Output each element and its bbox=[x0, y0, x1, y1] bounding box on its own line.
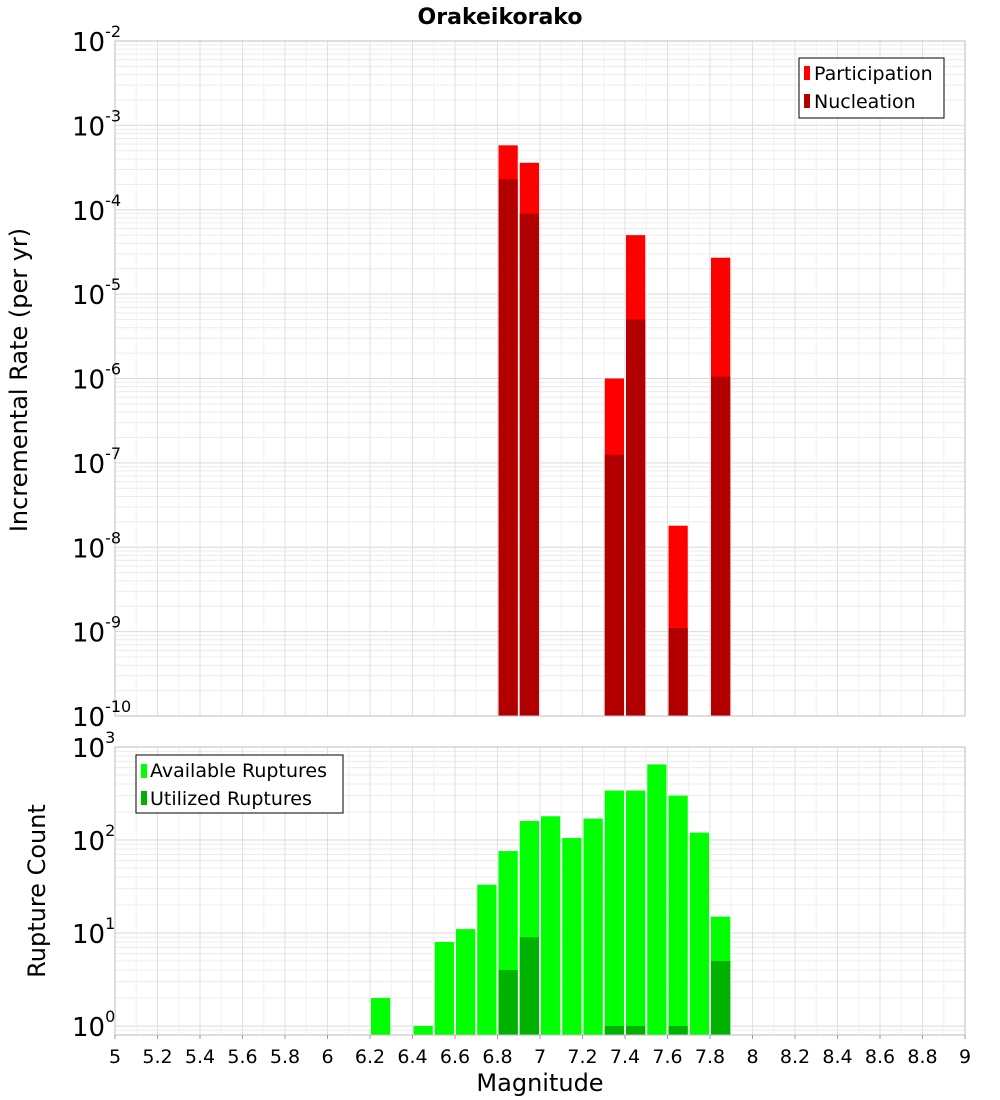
rate-y-axis-label: Incremental Rate (per yr) bbox=[5, 228, 33, 532]
bar-nucleation bbox=[498, 179, 518, 716]
bar-utilized bbox=[498, 969, 518, 1035]
bar-nucleation bbox=[604, 454, 624, 716]
count-y-ticks: 103 102 101 100 bbox=[72, 728, 115, 1043]
bar-available bbox=[562, 838, 582, 1035]
x-tick-label: 7.2 bbox=[567, 1046, 597, 1068]
x-tick-label: 5.6 bbox=[227, 1046, 257, 1068]
count-grid bbox=[114, 747, 966, 1036]
count-y-axis-label: Rupture Count bbox=[23, 804, 51, 978]
bar-available bbox=[456, 929, 476, 1035]
rate-y-tick-label: 10-6 bbox=[72, 360, 121, 396]
x-tick-label: 6 bbox=[321, 1046, 333, 1068]
x-axis-label: Magnitude bbox=[476, 1069, 603, 1097]
rate-grid bbox=[114, 41, 966, 717]
x-tick-label: 6.2 bbox=[355, 1046, 385, 1068]
bar-available bbox=[583, 818, 603, 1035]
x-tick-label: 8.6 bbox=[865, 1046, 895, 1068]
rate-y-tick-label: 10-9 bbox=[72, 613, 121, 649]
legend-label-participation: Participation bbox=[814, 63, 933, 85]
chart-title: Orakeikorako bbox=[418, 5, 583, 30]
count-y-tick-label: 100 bbox=[72, 1007, 115, 1043]
count-y-tick-label: 101 bbox=[72, 914, 115, 950]
legend-swatch-nucleation bbox=[804, 94, 810, 108]
bar-available bbox=[668, 795, 688, 1035]
x-ticks: 5 5.2 5.4 5.6 5.8 6 6.2 6.4 6.6 6.8 7 7.2 7.4 7.6 7.8 8… bbox=[109, 1035, 971, 1068]
x-tick-label: 8 bbox=[746, 1046, 758, 1068]
legend-label-available: Available Ruptures bbox=[150, 760, 327, 782]
x-tick-label: 5 bbox=[109, 1046, 121, 1068]
x-tick-label: 7.6 bbox=[652, 1046, 682, 1068]
count-y-tick-label: 102 bbox=[72, 821, 115, 857]
bar-available bbox=[604, 790, 624, 1035]
rate-plot-border bbox=[114, 40, 966, 717]
count-legend: Available Ruptures Utilized Ruptures bbox=[135, 754, 344, 814]
x-tick-label: 5.2 bbox=[142, 1046, 172, 1068]
rate-y-tick-label: 10-4 bbox=[72, 191, 121, 227]
rate-y-tick-label: 10-3 bbox=[72, 106, 121, 142]
x-tick-label: 8.8 bbox=[907, 1046, 937, 1068]
x-tick-label: 7 bbox=[534, 1046, 546, 1068]
legend-swatch-available bbox=[141, 764, 147, 778]
count-panel: 103 102 101 100 5 5.2 5.4 5.6 5.8 6 6.2 6.4 6.6 6.8 7… bbox=[23, 728, 971, 1097]
bar-available bbox=[413, 1025, 433, 1035]
rate-legend: Participation Nucleation bbox=[798, 57, 945, 119]
bar-available bbox=[477, 884, 497, 1035]
count-bars bbox=[371, 764, 731, 1035]
bar-nucleation bbox=[626, 319, 646, 716]
x-tick-label: 8.2 bbox=[780, 1046, 810, 1068]
bar-nucleation bbox=[711, 376, 731, 716]
legend-label-nucleation: Nucleation bbox=[814, 91, 916, 113]
x-tick-label: 9 bbox=[959, 1046, 971, 1068]
x-tick-label: 7.4 bbox=[610, 1046, 640, 1068]
bar-available bbox=[647, 764, 667, 1035]
bar-available bbox=[689, 832, 709, 1035]
bar-utilized bbox=[626, 1025, 646, 1035]
rate-bars bbox=[498, 145, 731, 717]
rate-panel: 10-2 10-3 10-4 10-5 10-6 10-7 10-8 10-9 10-10 Or… bbox=[5, 5, 966, 733]
bar-available bbox=[371, 997, 391, 1035]
legend-swatch-utilized bbox=[141, 791, 147, 805]
bar-available bbox=[626, 790, 646, 1035]
bar-utilized bbox=[519, 937, 539, 1035]
legend-label-utilized: Utilized Ruptures bbox=[150, 788, 312, 810]
rate-legend-box bbox=[798, 57, 945, 119]
count-legend-box bbox=[135, 754, 344, 814]
x-tick-label: 8.4 bbox=[822, 1046, 852, 1068]
bar-utilized bbox=[604, 1025, 624, 1035]
bar-nucleation bbox=[519, 213, 539, 717]
x-tick-label: 5.8 bbox=[270, 1046, 300, 1068]
x-tick-label: 6.8 bbox=[482, 1046, 512, 1068]
rate-y-tick-label: 10-5 bbox=[72, 275, 121, 311]
rate-y-tick-label: 10-10 bbox=[72, 697, 131, 733]
rate-y-ticks: 10-2 10-3 10-4 10-5 10-6 10-7 10-8 10-9 10-10 bbox=[72, 22, 131, 733]
rate-y-tick-label: 10-2 bbox=[72, 22, 121, 58]
count-y-tick-label: 103 bbox=[72, 728, 115, 764]
legend-swatch-participation bbox=[804, 66, 810, 80]
rate-y-tick-label: 10-8 bbox=[72, 528, 121, 564]
bar-available bbox=[541, 816, 561, 1035]
rate-y-tick-label: 10-7 bbox=[72, 444, 121, 480]
bar-utilized bbox=[711, 960, 731, 1035]
x-tick-label: 5.4 bbox=[185, 1046, 215, 1068]
bar-available bbox=[434, 942, 454, 1035]
bar-nucleation bbox=[668, 628, 688, 716]
x-tick-label: 7.8 bbox=[695, 1046, 725, 1068]
x-tick-label: 6.4 bbox=[397, 1046, 427, 1068]
bar-utilized bbox=[668, 1025, 688, 1035]
x-tick-label: 6.6 bbox=[440, 1046, 470, 1068]
